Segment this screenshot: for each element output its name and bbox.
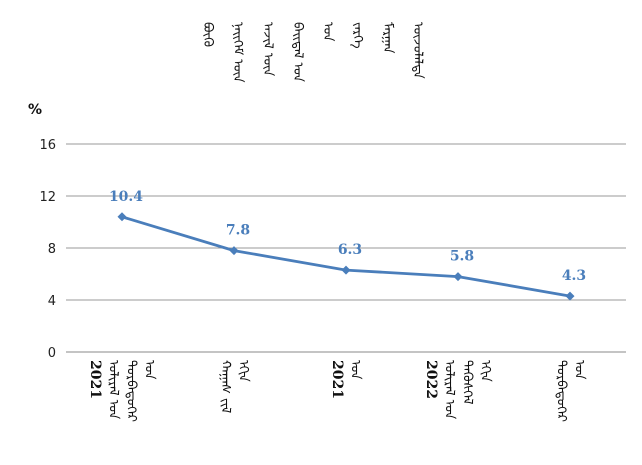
title-line: ᠵᠡᠷᠭᠡ: [350, 22, 365, 49]
title-line: ᠪᠠᠢᠳᠠᠯ ᠤᠨ: [290, 22, 305, 82]
data-point: [565, 291, 575, 301]
x-tick-label: ᠳᠤᠷᠪᠡᠳᠦᠭᠡᠷ ᠤᠨ: [554, 360, 587, 422]
x-tick-text: ᠳᠤᠷᠪᠡᠳᠦᠭᠡᠷ: [554, 360, 569, 422]
title-line: ᠠᠵᠢᠯ ᠦᠨ: [260, 22, 275, 77]
x-tick-text: ᠲᠡᠭᠦᠰᠭᠡᠯ: [460, 360, 475, 405]
title-line: ᠤᠨ: [320, 22, 335, 42]
title-line: ᠪᠦᠬᠦ: [200, 22, 215, 47]
x-tick-text: ᠤᠯᠢᠷᠠᠯ ᠤᠨ: [106, 360, 121, 420]
data-label: 5.8: [450, 249, 474, 265]
x-tick-text: ᠳᠤᠷᠪᠡᠳᠦᠭᠡᠷ: [124, 360, 139, 422]
x-tick-label: 2021 ᠤᠨ: [329, 360, 363, 399]
x-tick-year: 2021: [329, 360, 345, 399]
title-line: ᠨᠡᠢᠭᠡᠮ ᠦᠨ: [230, 22, 245, 83]
y-axis-ticks: 0 4 8 12 16: [39, 138, 56, 361]
x-tick-text: ᠤᠨ: [348, 360, 363, 380]
y-tick-label: 4: [48, 294, 56, 309]
data-labels: 10.4 7.8 6.3 5.8 4.3: [109, 189, 586, 284]
y-tick-label: 12: [39, 190, 56, 205]
y-tick-label: 0: [48, 346, 56, 361]
x-tick-text: ᠡᠬᠢᠨ: [236, 360, 251, 382]
x-tick-text: ᠬᠠᠭᠠᠰ ᠵᠢᠯ: [218, 360, 233, 413]
x-axis-categories: 2021 ᠤᠯᠢᠷᠠᠯ ᠤᠨ ᠳᠤᠷᠪᠡᠳᠦᠭᠡᠷ ᠤᠨ ᠬᠠᠭᠠᠰ ᠵᠢᠯ ᠡᠬᠢᠨ 20…: [87, 360, 587, 422]
data-label: 10.4: [109, 189, 143, 205]
series-points: [117, 212, 575, 301]
x-tick-label: 2022 ᠤᠯᠢᠷᠠᠯ ᠤᠨ ᠲᠡᠭᠦᠰᠭᠡᠯ ᠡᠬᠢᠨ: [423, 360, 493, 420]
data-label: 4.3: [562, 268, 586, 284]
data-point: [341, 265, 351, 275]
y-tick-label: 16: [39, 138, 56, 153]
title-line: ᠮᠠᠷᠭᠠᠨ: [380, 22, 395, 54]
y-tick-label: 8: [48, 242, 56, 257]
data-point: [117, 212, 127, 222]
x-tick-text: ᠤᠨ: [572, 360, 587, 380]
data-point: [229, 246, 239, 256]
x-tick-year: 2022: [423, 360, 439, 399]
x-tick-year: 2021: [87, 360, 103, 399]
gridlines: [66, 143, 626, 353]
x-tick-label: 2021 ᠤᠯᠢᠷᠠᠯ ᠤᠨ ᠳᠤᠷᠪᠡᠳᠦᠭᠡᠷ ᠤᠨ: [87, 360, 157, 422]
data-point: [453, 272, 463, 282]
chart-title: ᠪᠦᠬᠦ ᠨᠡᠢᠭᠡᠮ ᠦᠨ ᠠᠵᠢᠯ ᠦᠨ ᠪᠠᠢᠳᠠᠯ ᠤᠨ ᠤᠨ ᠵᠡᠷᠭᠡ ᠮᠠᠷᠭ…: [200, 22, 425, 83]
y-axis-label: %: [28, 102, 42, 118]
x-tick-text: ᠤᠨ: [142, 360, 157, 380]
title-line: ᠦᠵᠦᠯᠡᠯᠲᠡ: [410, 22, 425, 79]
x-tick-text: ᠤᠯᠢᠷᠠᠯ ᠤᠨ: [442, 360, 457, 420]
x-tick-text: ᠡᠬᠢᠨ: [478, 360, 493, 382]
data-label: 7.8: [226, 223, 250, 239]
x-tick-label: ᠬᠠᠭᠠᠰ ᠵᠢᠯ ᠡᠬᠢᠨ: [218, 360, 251, 413]
data-label: 6.3: [338, 242, 362, 258]
